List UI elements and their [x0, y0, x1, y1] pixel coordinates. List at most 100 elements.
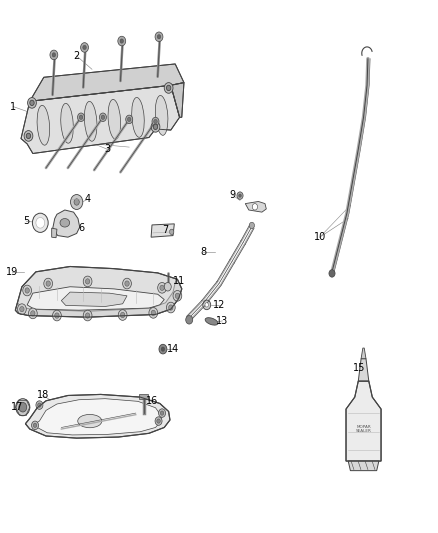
Text: 10: 10 [314, 232, 326, 242]
Circle shape [83, 310, 92, 321]
Circle shape [120, 39, 124, 43]
Polygon shape [15, 279, 182, 317]
Polygon shape [346, 381, 381, 461]
Polygon shape [25, 394, 170, 438]
Text: 8: 8 [200, 247, 206, 256]
Circle shape [158, 282, 166, 293]
Polygon shape [348, 461, 379, 471]
Ellipse shape [60, 219, 70, 227]
Circle shape [55, 313, 59, 318]
Ellipse shape [78, 415, 102, 427]
Circle shape [155, 417, 162, 425]
Ellipse shape [37, 106, 49, 145]
Circle shape [38, 403, 41, 407]
Polygon shape [361, 348, 366, 359]
Circle shape [50, 50, 58, 60]
Circle shape [18, 304, 26, 314]
Circle shape [152, 117, 159, 126]
Circle shape [169, 305, 173, 310]
Circle shape [26, 133, 31, 139]
Text: 15: 15 [353, 363, 365, 373]
Circle shape [99, 113, 106, 122]
Polygon shape [30, 64, 184, 101]
Circle shape [16, 399, 30, 416]
Text: 4: 4 [85, 195, 91, 204]
Circle shape [151, 122, 160, 132]
Text: MOPAR
SEALER: MOPAR SEALER [356, 425, 371, 433]
Polygon shape [139, 394, 148, 399]
Polygon shape [245, 201, 266, 212]
Circle shape [252, 204, 258, 210]
Text: 12: 12 [213, 300, 225, 310]
Polygon shape [21, 85, 180, 154]
Circle shape [83, 276, 92, 287]
Circle shape [85, 313, 90, 318]
Circle shape [186, 316, 193, 324]
Circle shape [157, 35, 161, 39]
Circle shape [164, 282, 171, 291]
Circle shape [160, 285, 164, 290]
Circle shape [19, 402, 27, 412]
Circle shape [32, 421, 39, 430]
Circle shape [239, 194, 241, 197]
Circle shape [120, 312, 125, 318]
Circle shape [164, 83, 173, 93]
Ellipse shape [205, 318, 218, 325]
Circle shape [25, 288, 29, 293]
Circle shape [33, 423, 37, 427]
Circle shape [44, 278, 53, 289]
Circle shape [205, 303, 208, 307]
Text: 17: 17 [11, 402, 23, 411]
Text: 6: 6 [78, 223, 84, 233]
Polygon shape [27, 287, 164, 310]
Polygon shape [15, 266, 182, 317]
Circle shape [52, 53, 56, 57]
Circle shape [329, 270, 335, 277]
Circle shape [175, 293, 180, 298]
Polygon shape [171, 83, 184, 117]
Circle shape [28, 308, 37, 319]
Text: 11: 11 [173, 277, 185, 286]
Circle shape [125, 281, 129, 286]
Circle shape [30, 100, 34, 106]
Circle shape [46, 281, 50, 286]
Ellipse shape [61, 103, 73, 143]
Ellipse shape [108, 100, 120, 139]
Ellipse shape [85, 101, 97, 141]
Circle shape [28, 98, 36, 108]
Circle shape [203, 300, 211, 310]
Circle shape [159, 344, 167, 354]
Circle shape [155, 32, 163, 42]
Circle shape [31, 311, 35, 316]
Circle shape [151, 310, 155, 316]
Polygon shape [36, 399, 161, 435]
Circle shape [23, 285, 32, 296]
Circle shape [160, 411, 164, 415]
Text: 5: 5 [23, 216, 29, 226]
Circle shape [36, 217, 45, 228]
Circle shape [53, 310, 61, 321]
Ellipse shape [132, 98, 144, 138]
Circle shape [20, 306, 24, 312]
Circle shape [78, 113, 85, 122]
Circle shape [118, 36, 126, 46]
Circle shape [173, 290, 182, 301]
Circle shape [81, 43, 88, 52]
Text: 18: 18 [37, 391, 49, 400]
Circle shape [126, 115, 133, 124]
Circle shape [166, 85, 171, 91]
Text: 3: 3 [104, 144, 110, 154]
Circle shape [36, 401, 43, 409]
Text: 14: 14 [167, 344, 180, 354]
Polygon shape [151, 224, 174, 237]
Text: 1: 1 [10, 102, 16, 111]
Circle shape [237, 192, 243, 199]
Text: 2: 2 [74, 51, 80, 61]
Circle shape [149, 308, 158, 318]
Text: 16: 16 [146, 396, 159, 406]
Circle shape [166, 302, 175, 313]
Circle shape [118, 310, 127, 320]
Polygon shape [53, 210, 80, 237]
Polygon shape [358, 359, 369, 381]
Circle shape [83, 45, 86, 50]
